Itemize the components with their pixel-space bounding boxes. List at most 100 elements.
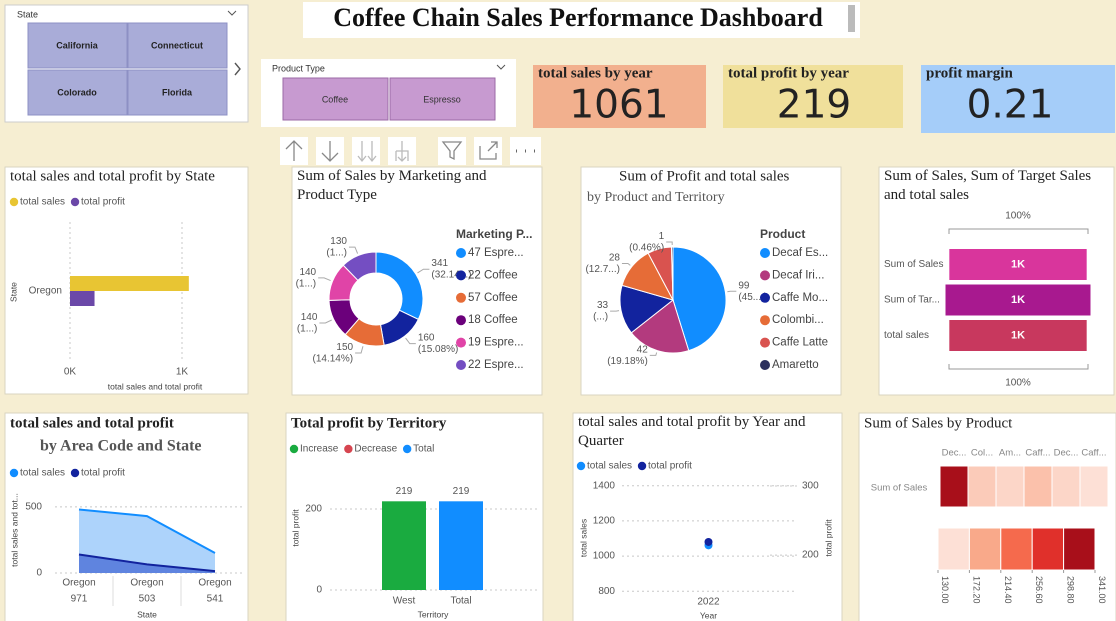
data-label: 1K [1011,294,1025,306]
kpi-card [533,65,706,128]
icon [441,141,463,161]
chart-title: Sum of Profit and total sales [619,168,790,184]
chart-title: total sales and total profit by Year and… [578,414,806,449]
column-header: Caff... [1025,448,1050,459]
x-tick-label: Oregon [62,578,95,589]
legend-marker [637,461,647,471]
category-label: total sales [884,330,929,341]
chart-title: Sum of Sales, Sum of Target Sales and tot… [884,168,1091,203]
scale-swatch [968,527,1002,571]
x-tick-sublabel: 541 [207,594,224,605]
bar [382,501,426,590]
slice [630,299,690,354]
y2-axis-title: total profit [823,519,833,557]
legend-label: Caffe Mo... [772,292,828,304]
x-tick-sublabel: 503 [139,594,156,605]
slicer-option-label: Espresso [423,94,461,104]
slicer-next[interactable] [234,62,241,76]
slice [342,251,377,282]
y2-tick-label: 300 [802,481,819,492]
funnel-bar [949,320,1087,351]
legend-marker [576,461,586,471]
next-level[interactable] [352,137,380,165]
filter[interactable] [438,137,466,165]
scale-swatch [1000,527,1033,571]
conversion-bracket [948,228,1089,234]
slicer-option[interactable] [27,22,128,69]
chart-title: Sum of Sales by Marketing and Product Typ… [297,168,487,203]
slice [670,246,674,301]
legend-label: total profit [81,468,125,479]
leader-line [666,241,673,246]
data-label: 28 (12.7...) [585,252,620,275]
x-tick-label: 1K [176,367,189,378]
icon [321,141,339,162]
data-label: 1K [1011,258,1025,270]
y-tick-label: 500 [25,501,42,512]
kpi-value: 0.21 [967,83,1054,128]
slicer-option[interactable] [282,77,389,121]
slicer-option[interactable] [127,22,228,69]
legend-marker [456,270,466,281]
legend-label: 22 Coffee [468,269,518,281]
chart-title: total sales and total profit by State [10,168,215,184]
x-axis-title: total sales and total profit [108,381,203,391]
kpi-label: total sales by year [538,65,653,81]
scale-tick-label: 256.60 [1034,576,1044,604]
category-label: Sum of Sales [884,259,943,270]
slicer-chevron[interactable] [227,10,237,16]
scale-tick-label: 130.00 [940,576,950,604]
heat-cell [1051,465,1081,508]
legend-marker [760,360,770,370]
legend-marker [70,468,80,478]
legend-marker [456,360,466,370]
legend-label: 18 Coffee [468,314,518,326]
slice [672,246,727,352]
scale-tick-label: 298.80 [1066,576,1076,604]
x-axis-title: Territory [418,609,449,619]
chart-panel [858,412,1116,621]
slicer-option[interactable] [27,69,128,116]
legend-marker [456,337,466,348]
legend-marker [289,444,299,454]
y-axis-title: State [8,282,18,302]
legend-marker [70,197,80,207]
data-label: 219 [453,486,470,497]
y-tick-label: 1000 [593,551,616,562]
legend-marker [456,248,466,258]
visual-toolbar [280,137,541,165]
legend-label: Decaf Es... [772,247,828,259]
legend-label: total sales [587,461,632,472]
legend-title: Marketing P... [456,227,532,241]
column-header: Col... [971,448,993,459]
slicer-option[interactable] [389,77,496,121]
scale-swatch [1031,527,1065,571]
conversion-label: 100% [1005,211,1031,222]
scale-swatch [1063,527,1096,571]
slicer-option-label: Florida [162,87,193,97]
y2-tick-label: 200 [802,550,819,561]
data-label: 341 (32.14...) [431,258,471,281]
x-tick-label: 2022 [697,597,720,608]
leader-line [348,246,359,254]
legend-marker [760,337,770,348]
legend-label: 19 Espre... [468,337,524,349]
kpi-label: total profit by year [728,65,849,81]
data-label: 1K [1011,329,1025,341]
y-tick-label: 1400 [593,480,616,491]
heat-cell [1079,465,1109,508]
column-header: Caff... [1081,448,1106,459]
legend-marker [402,444,412,454]
slicer-option[interactable] [127,69,228,116]
y-axis-title: total sales and tot... [9,493,19,567]
chart-panel [878,166,1115,396]
legend-label: Caffe Latte [772,337,828,349]
legend-marker [760,248,770,258]
legend-label: total profit [81,197,125,208]
legend-label: Amaretto [772,359,819,371]
slicer-option-label: Connecticut [151,40,203,50]
leader-line [318,277,331,281]
kpi-value: 219 [777,83,851,128]
slicer-chevron[interactable] [496,64,506,70]
heat-cell [939,465,969,508]
